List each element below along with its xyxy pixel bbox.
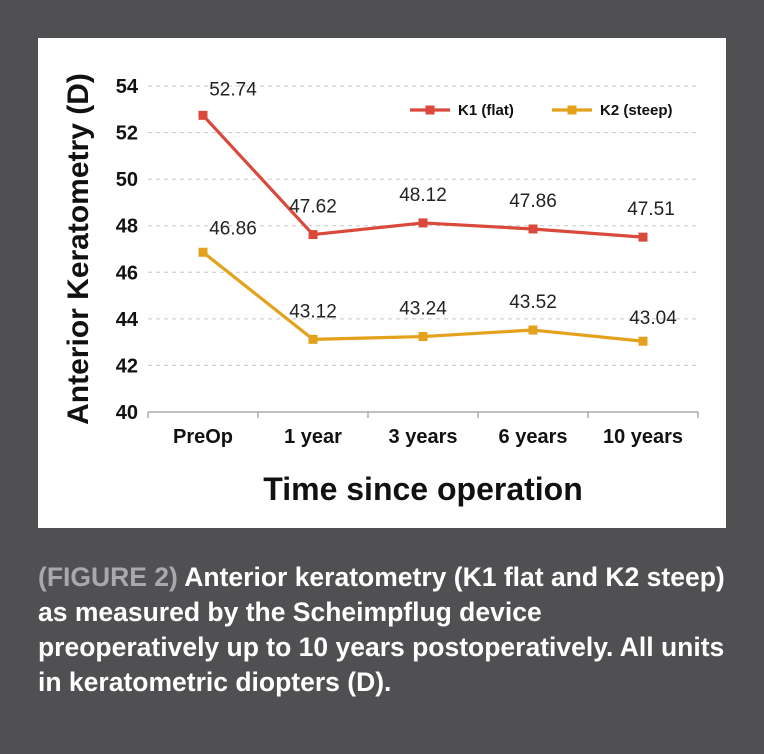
y-axis-title: Anterior Keratometry (D): [62, 73, 95, 425]
y-tick-label: 46: [116, 262, 138, 284]
y-tick-label: 42: [116, 355, 138, 377]
x-tick-label: PreOp: [173, 426, 233, 448]
legend-label: K2 (steep): [600, 102, 673, 119]
legend-marker: [567, 105, 577, 115]
data-point: [638, 336, 648, 346]
data-label: 43.24: [399, 299, 447, 320]
data-point: [528, 325, 538, 335]
chart-panel: 40 42 44 46 48 50 52 54 PreOp 1 year 3 years 6 year…: [38, 38, 726, 528]
data-label: 47.62: [289, 197, 337, 218]
figure-caption: (FIGURE 2) Anterior keratometry (K1 flat…: [38, 560, 728, 700]
x-tick-label: 10 years: [603, 426, 683, 448]
data-point: [308, 230, 318, 240]
legend-label: K1 (flat): [458, 102, 514, 119]
x-axis-title: Time since operation: [263, 471, 583, 507]
y-tick-label: 48: [116, 216, 138, 238]
x-tick-label: 3 years: [389, 426, 458, 448]
data-point: [418, 218, 428, 228]
data-label: 52.74: [209, 79, 257, 100]
y-tick-label: 52: [116, 123, 138, 145]
data-label: 48.12: [399, 185, 447, 206]
data-label: 47.86: [509, 191, 557, 212]
data-label: 43.12: [289, 301, 337, 322]
data-point: [418, 332, 428, 342]
data-label: 43.04: [629, 308, 677, 329]
data-point: [198, 110, 208, 120]
y-tick-label: 50: [116, 169, 138, 191]
data-label: 46.86: [209, 218, 257, 239]
data-label: 43.52: [509, 292, 557, 313]
x-tick-label: 6 years: [499, 426, 568, 448]
series-line-k2: [202, 251, 644, 343]
legend-marker: [425, 105, 435, 115]
data-point: [528, 224, 538, 234]
x-tick-label: 1 year: [284, 426, 342, 448]
data-point: [198, 247, 208, 257]
data-point: [638, 232, 648, 242]
line-chart: 40 42 44 46 48 50 52 54 PreOp 1 year 3 years 6 year…: [62, 73, 699, 507]
y-tick-label: 54: [116, 76, 139, 98]
figure-label: (FIGURE 2): [38, 562, 178, 592]
caption-text: Anterior keratometry (K1 flat and K2 ste…: [38, 562, 725, 697]
y-tick-label: 40: [116, 402, 138, 424]
data-point: [308, 334, 318, 344]
y-tick-label: 44: [116, 309, 139, 331]
data-label: 47.51: [627, 199, 675, 220]
